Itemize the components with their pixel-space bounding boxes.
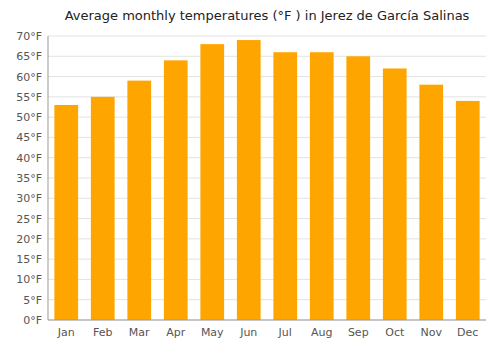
y-tick-label: 0°F [23,314,42,327]
page: {"chart_data": {"type": "bar", "title": … [0,0,500,350]
x-tick-label: Jun [239,326,257,339]
y-tick-label: 30°F [16,192,42,205]
y-tick-label: 70°F [16,30,42,43]
x-axis-line [48,320,486,321]
grid-line [48,56,486,57]
x-tick-label: Jan [57,326,75,339]
y-tick-label: 65°F [16,50,42,63]
grid-line [48,320,486,321]
y-tick-label: 35°F [16,172,42,185]
y-tick-label: 45°F [16,131,42,144]
bars [54,40,479,320]
bar [237,40,261,320]
y-tick-label: 10°F [16,273,42,286]
x-tick-label: Feb [93,326,112,339]
title: Average monthly temperatures (°F ) in Je… [65,8,470,23]
y-tick-label: 5°F [23,294,42,307]
y-tick-label: 20°F [16,233,42,246]
bar [346,56,370,320]
grid-line [48,36,486,37]
x-tick-label: Nov [421,326,443,339]
y-tick-label: 40°F [16,152,42,165]
y-tick-label: 55°F [16,91,42,104]
bar [127,81,151,320]
bar [164,60,188,320]
y-axis: 0°F 5°F 10°F 15°F 20°F 25°F 30°F 35°F 40°F 45°F 50… [16,30,486,327]
grid-line [48,76,486,77]
y-tick-label: 25°F [16,213,42,226]
y-tick-label: 50°F [16,111,42,124]
bar [273,52,297,320]
x-tick-label: Dec [457,326,478,339]
x-tick-label: Oct [385,326,405,339]
x-tick-label: Apr [166,326,186,339]
x-tick-label: Sep [348,326,369,339]
x-tick-label: Jul [278,326,292,339]
y-tick-label: 15°F [16,253,42,266]
bar [54,105,78,320]
bar [383,68,407,320]
bar [200,44,224,320]
chart-container: Average monthly temperatures (°F ) in Je… [0,0,500,350]
y-axis-line [48,36,49,320]
bar [310,52,334,320]
bar [419,85,443,320]
x-tick-label: Mar [129,326,150,339]
x-axis: Jan Feb Mar Apr May Jun Jul Aug Sep Oct Nov Dec [57,326,479,339]
bar [456,101,480,320]
bar [91,97,115,320]
y-tick-label: 60°F [16,71,42,84]
x-tick-label: Aug [311,326,332,339]
chart-svg: Average monthly temperatures (°F ) in Je… [0,0,500,350]
x-tick-label: May [201,326,224,339]
